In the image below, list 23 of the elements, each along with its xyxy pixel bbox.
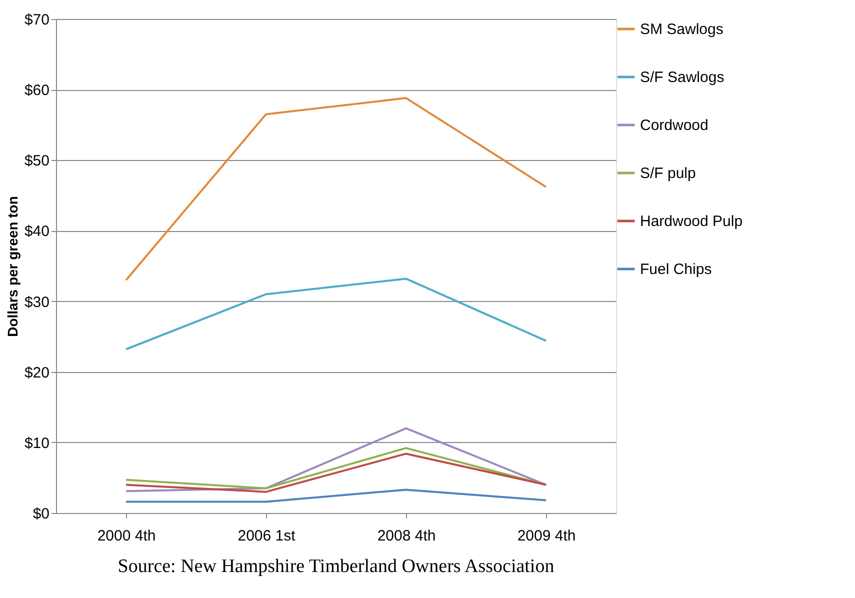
y-tick-label: $50 [24,152,50,170]
y-tick-label: $0 [32,506,50,522]
line-series [125,427,547,492]
legend-label: S/F Sawlogs [640,69,724,86]
x-tick-label: 2000 4th [97,528,156,544]
y-tick-label: $60 [24,82,50,100]
y-tick-label: $70 [24,12,50,28]
y-tick-label: $10 [24,434,50,452]
legend-label: Cordwood [640,117,708,134]
legend-label: SM Sawlogs [640,21,724,38]
legend-label: S/F pulp [640,165,696,182]
y-tick-label: $30 [24,294,50,311]
source-note: Source: New Hampshire Timberland Owners Association [118,556,555,577]
legend-label: Hardwood Pulp [640,213,743,230]
line-series [125,278,547,350]
x-tick-label: 2009 4th [517,528,576,544]
y-tick-label: $40 [24,223,50,240]
legend-label: Fuel Chips [640,261,712,278]
y-axis-title: Dollars per green ton [4,196,20,337]
x-tick-label: 2008 4th [377,528,436,544]
y-tick-label: $20 [24,364,50,382]
x-tick-label: 2006 1st [238,528,296,544]
line-series [125,97,547,282]
